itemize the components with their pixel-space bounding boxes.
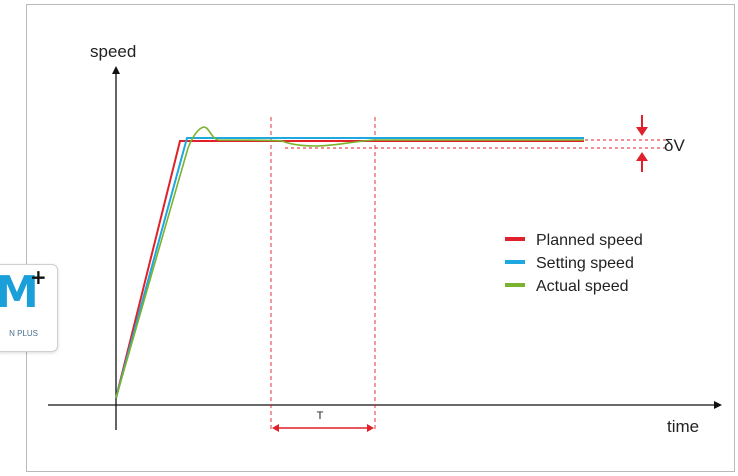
planned-speed-line bbox=[115, 140, 584, 399]
legend: Planned speed Setting speed Actual speed bbox=[505, 232, 643, 295]
x-axis-label: time bbox=[667, 417, 699, 436]
legend-label-setting: Setting speed bbox=[536, 255, 634, 272]
legend-label-planned: Planned speed bbox=[536, 232, 643, 249]
tolerance-arrow-up-head bbox=[636, 152, 648, 161]
tolerance-label: δV bbox=[664, 136, 685, 155]
brand-logo-badge: M + N PLUS bbox=[0, 264, 58, 352]
diagram-frame bbox=[26, 4, 735, 472]
setting-speed-line bbox=[115, 137, 584, 399]
logo-text: N PLUS bbox=[9, 329, 38, 338]
logo-plus-sign: + bbox=[30, 265, 47, 289]
actual-speed-line bbox=[115, 126, 584, 399]
y-axis-label: speed bbox=[90, 42, 136, 61]
interval-span-left-head bbox=[272, 424, 279, 432]
interval-label: T bbox=[317, 410, 324, 422]
legend-label-actual: Actual speed bbox=[536, 278, 629, 295]
interval-span-right-head bbox=[367, 424, 374, 432]
tolerance-arrow-down-head bbox=[636, 127, 648, 136]
